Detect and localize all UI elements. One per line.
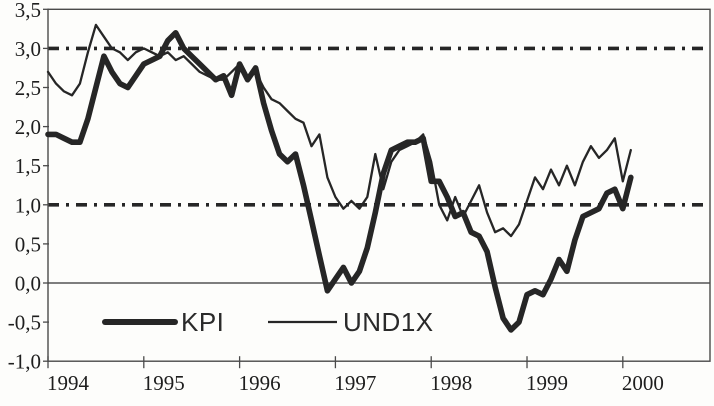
legend-und1x-label: UND1X: [343, 307, 434, 337]
y-axis-label: 2,0: [15, 115, 41, 139]
y-axis-label: -0,5: [8, 311, 41, 335]
y-axis-label: 1,0: [15, 193, 41, 217]
x-axis-label: 1997: [334, 371, 376, 395]
legend: KPI UND1X: [102, 307, 434, 337]
y-axis-label: -1,0: [8, 350, 41, 374]
series-line-kpi: [45, 29, 634, 333]
y-axis-label: 0,0: [15, 272, 41, 296]
y-axis-label: 1,5: [15, 154, 41, 178]
legend-kpi-label: KPI: [181, 307, 224, 337]
series-layer: [45, 23, 634, 333]
y-axis-label: 2,5: [15, 76, 41, 100]
x-axis-label: 2000: [622, 371, 664, 395]
x-axis-label: 1994: [47, 371, 90, 395]
x-axis-label: 1996: [239, 371, 281, 395]
y-axis-label: 3,5: [15, 0, 41, 22]
x-axis-label: 1998: [430, 371, 472, 395]
x-axis-label: 1999: [526, 371, 568, 395]
x-axis-label: 1995: [143, 371, 185, 395]
plot-border: [47, 8, 711, 362]
y-axis-label: 0,5: [15, 232, 41, 256]
series-line-und1x: [46, 23, 632, 238]
y-axis-label: 3,0: [15, 37, 41, 61]
